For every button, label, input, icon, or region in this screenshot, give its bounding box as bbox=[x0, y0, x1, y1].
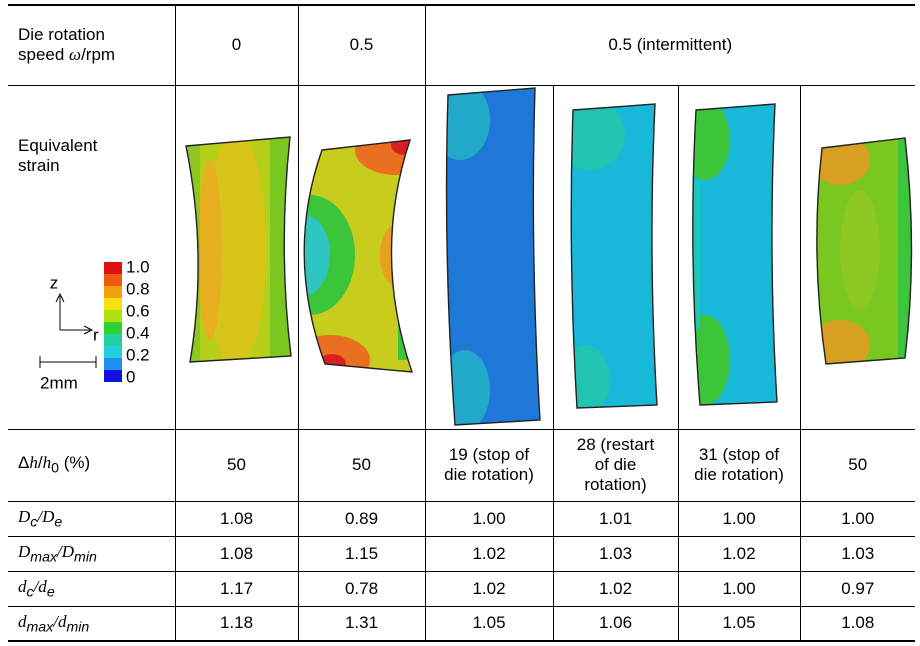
cell: 31 (stop of die rotation) bbox=[677, 428, 800, 501]
cell: 1.00 bbox=[677, 500, 800, 536]
symbol: D bbox=[18, 541, 31, 561]
cell-text: 31 (stop of die rotation) bbox=[694, 445, 784, 484]
strain-label: Equivalent strain bbox=[8, 84, 175, 429]
data-row: dmax/dmin 1.18 1.31 1.05 1.06 1.05 1.08 bbox=[8, 605, 916, 642]
colorbar-label: 1.0 bbox=[126, 257, 150, 276]
cell: 1.17 bbox=[174, 570, 298, 606]
axes-icon bbox=[39, 292, 97, 368]
header-label: Die rotation speed ω/rpm bbox=[8, 4, 175, 85]
text: strain bbox=[18, 155, 60, 175]
cell-text: 50 bbox=[848, 455, 868, 474]
symbol: /D bbox=[57, 541, 75, 561]
height-row: Δh/h0 (%) 50 50 19 (stop of die rotation) 2… bbox=[8, 428, 916, 501]
symbol: d bbox=[18, 576, 27, 596]
subscript: min bbox=[66, 618, 90, 635]
cell: 1.01 bbox=[552, 500, 678, 536]
cell: 1.05 bbox=[424, 605, 553, 642]
cell: 1.02 bbox=[677, 535, 800, 571]
data-row: Dmax/Dmin 1.08 1.15 1.02 1.03 1.02 1.03 bbox=[8, 535, 916, 571]
header-row: Die rotation speed ω/rpm 0 0.5 0.5 (inter… bbox=[8, 4, 916, 85]
cell: 1.02 bbox=[424, 535, 553, 571]
subscript: max bbox=[30, 549, 58, 566]
cell: 1.03 bbox=[799, 535, 916, 571]
subscript: min bbox=[74, 549, 97, 566]
specimen-6 bbox=[816, 138, 912, 364]
cell: 1.06 bbox=[552, 605, 678, 642]
cell: 1.00 bbox=[424, 500, 553, 536]
row-label: Δh/h0 (%) bbox=[8, 428, 175, 501]
cell: 0.78 bbox=[297, 570, 425, 606]
header-cell: 0.5 (intermittent) bbox=[424, 4, 916, 85]
symbol: ω bbox=[69, 45, 82, 65]
cell: 1.03 bbox=[552, 535, 678, 571]
cell: 19 (stop of die rotation) bbox=[424, 428, 553, 501]
row-label: Dc/De bbox=[8, 500, 175, 536]
text: Δ bbox=[18, 453, 30, 473]
cell: 1.08 bbox=[174, 500, 298, 536]
text: /rpm bbox=[81, 45, 116, 65]
text: Equivalent bbox=[18, 135, 98, 155]
cell: 28 (restart of die rotation) bbox=[552, 428, 678, 501]
symbol: h bbox=[42, 453, 52, 473]
cell: 1.08 bbox=[174, 535, 298, 571]
symbol: d bbox=[18, 611, 27, 631]
symbol: /d bbox=[53, 611, 67, 631]
symbol: D bbox=[18, 506, 31, 526]
specimen-5 bbox=[692, 104, 777, 405]
colorbar-label: 0 bbox=[126, 367, 135, 386]
text: speed bbox=[18, 45, 70, 65]
header-cell: 0.5 bbox=[297, 4, 425, 85]
cell: 1.02 bbox=[424, 570, 553, 606]
row-label: dc/de bbox=[8, 570, 175, 606]
colorbar bbox=[104, 262, 122, 382]
cell: 1.08 bbox=[799, 605, 916, 642]
text: Die rotation bbox=[18, 25, 105, 45]
row-label: Dmax/Dmin bbox=[8, 535, 175, 571]
axis-label: z bbox=[50, 273, 59, 292]
subscript: 0 bbox=[51, 460, 59, 477]
cell: 0.97 bbox=[799, 570, 916, 606]
cell: 1.31 bbox=[297, 605, 425, 642]
cell-text: 50 bbox=[352, 455, 371, 474]
cell: 1.00 bbox=[799, 500, 916, 536]
symbol: /D bbox=[37, 506, 55, 526]
header-cell: 0 bbox=[174, 4, 298, 85]
subscript: c bbox=[30, 514, 38, 531]
cell-text: 19 (stop of die rotation) bbox=[444, 445, 534, 484]
text: (%) bbox=[58, 453, 91, 473]
colorbar-label: 0.6 bbox=[126, 301, 150, 320]
colorbar-label: 0.4 bbox=[126, 323, 150, 342]
subscript: e bbox=[54, 514, 63, 531]
symbol: /d bbox=[33, 576, 47, 596]
cell: 50 bbox=[297, 428, 425, 501]
row-label: dmax/dmin bbox=[8, 605, 175, 642]
cell: 1.15 bbox=[297, 535, 425, 571]
data-row: Dc/De 1.08 0.89 1.00 1.01 1.00 1.00 bbox=[8, 500, 916, 536]
axis-label: r bbox=[93, 325, 99, 344]
specimen-3 bbox=[446, 88, 540, 425]
cell: 1.02 bbox=[552, 570, 678, 606]
text: / bbox=[37, 453, 43, 473]
cell: 0.89 bbox=[297, 500, 425, 536]
outlines bbox=[185, 87, 913, 426]
subscript: max bbox=[26, 618, 54, 635]
colorbar-label: 0.8 bbox=[126, 279, 150, 298]
subscript: c bbox=[26, 584, 34, 601]
data-row: dc/de 1.17 0.78 1.02 1.02 1.00 0.97 bbox=[8, 570, 916, 606]
colorbar-label: 0.2 bbox=[126, 345, 150, 364]
subscript: e bbox=[46, 584, 55, 601]
cell: 1.05 bbox=[677, 605, 800, 642]
cell: 50 bbox=[174, 428, 298, 501]
cell: 1.18 bbox=[174, 605, 298, 642]
cell-text: 28 (restart of die rotation) bbox=[576, 435, 655, 494]
cell: 1.00 bbox=[677, 570, 800, 606]
scale-label: 2mm bbox=[40, 373, 78, 392]
cell-text: 50 bbox=[227, 455, 246, 474]
cell: 50 bbox=[799, 428, 916, 501]
symbol: h bbox=[29, 453, 38, 473]
